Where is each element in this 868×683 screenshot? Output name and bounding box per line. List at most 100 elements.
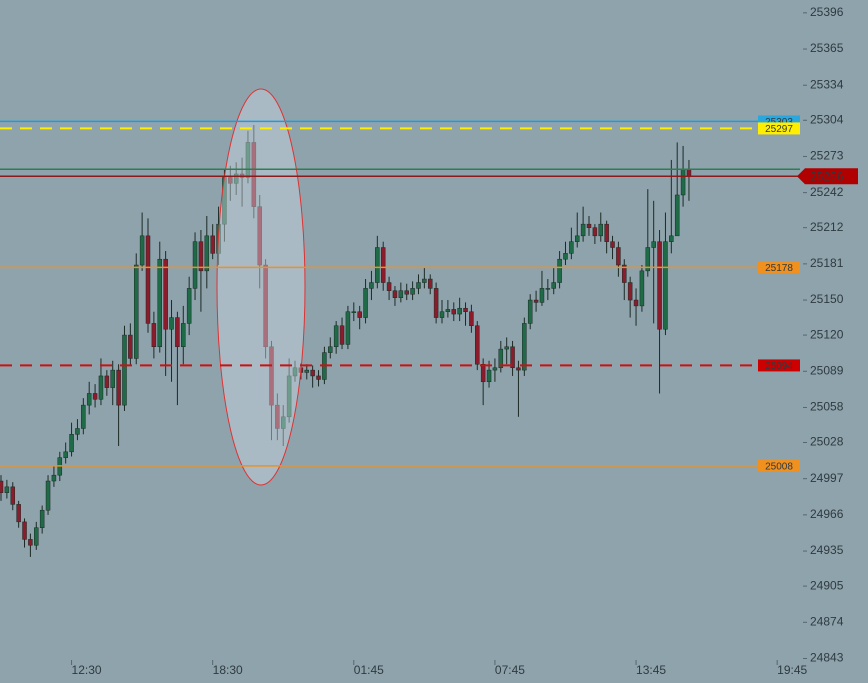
candle-body <box>263 264 268 348</box>
candle-body <box>616 247 621 266</box>
candle-body <box>145 235 151 324</box>
y-tick-label: 25181 <box>810 256 844 270</box>
level-tag <box>758 261 800 274</box>
candle-body <box>686 169 692 177</box>
candle-body <box>463 307 468 312</box>
candle-body <box>422 278 427 283</box>
candle-body <box>122 334 127 406</box>
candle-body <box>669 235 674 242</box>
candle-body <box>627 282 633 301</box>
candle-body <box>569 241 574 254</box>
candle-body <box>228 177 233 184</box>
candle-body <box>539 288 545 303</box>
candle-body <box>545 288 551 290</box>
candle-body <box>469 311 474 326</box>
candle-body <box>210 235 215 254</box>
candle-body <box>504 346 509 350</box>
y-tick-label: 24997 <box>810 471 844 485</box>
y-tick-label: 25089 <box>810 363 844 377</box>
candle-body <box>557 258 562 283</box>
candle-body <box>604 223 609 242</box>
y-tick-label: 24874 <box>810 614 844 628</box>
candle-body <box>680 169 686 196</box>
candle-body <box>316 375 321 380</box>
candle-body <box>645 247 651 272</box>
candle-body <box>69 434 74 453</box>
candle-body <box>563 253 568 260</box>
candle-body <box>339 325 345 345</box>
candle-body <box>622 264 627 283</box>
candle-body <box>427 278 433 289</box>
candle-body <box>404 290 409 295</box>
candle-body <box>522 323 527 371</box>
candle-body <box>139 235 145 266</box>
level-tag-label: 25178 <box>765 263 793 274</box>
y-tick-label: 24966 <box>810 507 844 521</box>
candle-body <box>269 346 274 406</box>
candle-body <box>251 142 257 207</box>
candle-body <box>580 223 586 237</box>
candle-body <box>0 480 4 493</box>
candle-body <box>639 270 645 307</box>
candle-body <box>363 288 368 318</box>
x-tick-label: 18:30 <box>213 663 243 677</box>
candle-body <box>4 486 10 493</box>
candle-body <box>451 309 457 315</box>
candle-body <box>357 311 362 318</box>
y-tick-label: 25365 <box>810 41 844 55</box>
candle-body <box>286 375 292 418</box>
candle-body <box>133 264 139 359</box>
candle-body <box>28 539 33 546</box>
candle-body <box>280 416 286 429</box>
candle-body <box>386 282 392 291</box>
candle-body <box>445 309 451 312</box>
price-tag <box>797 168 858 185</box>
candle-body <box>116 369 121 406</box>
candle-body <box>204 235 210 272</box>
candle-body <box>651 241 656 248</box>
candle-body <box>598 223 604 237</box>
y-tick-label: 24905 <box>810 578 844 592</box>
candle-body <box>63 451 68 458</box>
candle-body <box>674 194 680 237</box>
candle-body <box>345 311 351 345</box>
candle-body <box>81 404 86 429</box>
candle-body <box>480 364 486 383</box>
candle-body <box>292 367 298 377</box>
candle-body <box>498 348 504 369</box>
candle-body <box>186 288 192 324</box>
level-tag-label: 25008 <box>765 461 793 472</box>
x-tick-label: 07:45 <box>495 663 525 677</box>
candle-body <box>192 241 198 289</box>
candle-body <box>439 311 445 318</box>
candle-body <box>75 428 80 435</box>
candle-body <box>516 367 521 371</box>
candle-body <box>92 393 98 400</box>
candle-body <box>163 258 168 330</box>
candle-body <box>351 311 357 313</box>
candle-body <box>175 317 180 348</box>
y-tick-label: 25212 <box>810 220 844 234</box>
highlight-ellipse <box>216 88 306 486</box>
candle-body <box>398 290 404 298</box>
candle-body <box>257 206 262 266</box>
candle-body <box>410 288 415 295</box>
level-tag-label: 25297 <box>765 124 793 135</box>
candle-body <box>492 367 498 371</box>
candle-body <box>275 404 280 429</box>
x-tick-label: 13:45 <box>636 663 666 677</box>
candle-body <box>45 480 51 511</box>
candle-body <box>51 474 57 482</box>
candle-body <box>328 346 333 353</box>
x-tick-label: 01:45 <box>354 663 384 677</box>
candle-body <box>310 369 315 377</box>
candle-body <box>22 521 27 540</box>
candle-body <box>233 173 239 184</box>
candle-body <box>551 282 556 289</box>
y-tick-label: 25334 <box>810 77 844 91</box>
candle-body <box>198 241 204 272</box>
candle-body <box>392 290 398 298</box>
candle-body <box>245 142 251 178</box>
